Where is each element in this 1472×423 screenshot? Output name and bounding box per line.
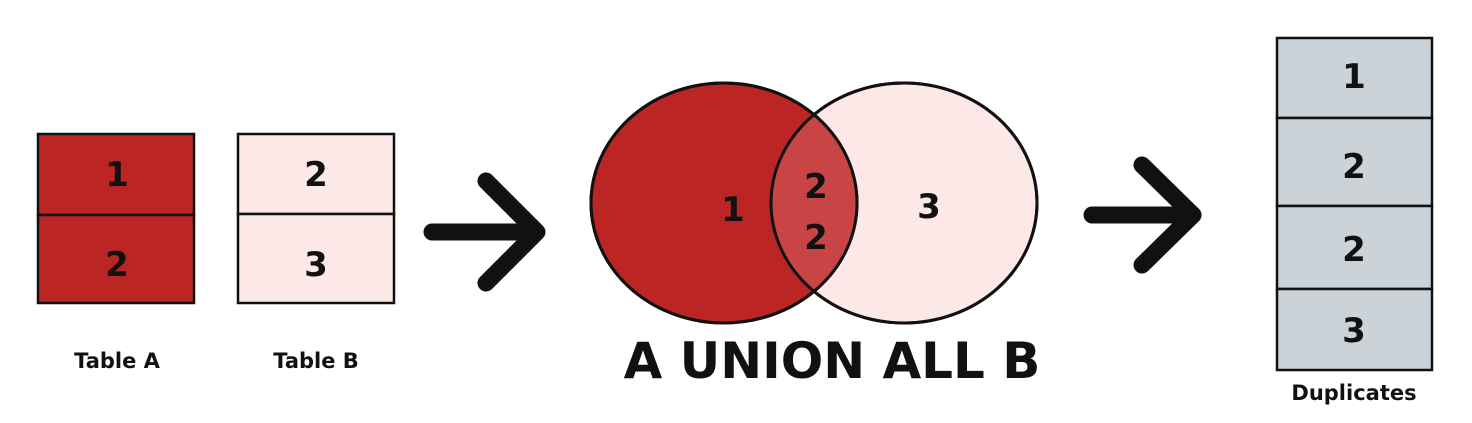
result-label: Duplicates	[1291, 381, 1416, 405]
arrow-right-icon	[1083, 156, 1202, 274]
result-row-2-cell	[1275, 116, 1434, 208]
table-a-row-1-value: 1	[105, 155, 129, 195]
result-table: 1 2 2 3 Duplicates	[1275, 36, 1434, 405]
result-row-4-value: 3	[1342, 311, 1366, 351]
venn-circle-a-outline	[589, 81, 859, 325]
venn-circle-b-outline	[769, 81, 1039, 325]
table-b: 2 3 Table B	[236, 132, 396, 373]
table-a: 1 2 Table A	[36, 132, 196, 373]
table-b-row-1-value: 2	[304, 155, 328, 195]
result-row-1-cell	[1275, 36, 1434, 120]
venn-right-value: 3	[917, 187, 941, 227]
table-b-row-2-cell	[236, 212, 396, 305]
table-a-label: Table A	[74, 349, 161, 373]
result-row-3-cell	[1275, 204, 1434, 291]
venn-overlap-value-2: 2	[804, 218, 828, 258]
venn-caption: A UNION ALL B	[624, 332, 1041, 390]
table-a-row-1-cell	[36, 132, 196, 217]
result-row-1-value: 1	[1342, 57, 1366, 97]
result-row-3-value: 2	[1342, 230, 1366, 270]
table-a-row-2-value: 2	[105, 245, 129, 285]
venn-diagram: 1 2 2 3 A UNION ALL B	[589, 81, 1041, 390]
result-row-4-cell	[1275, 287, 1434, 372]
venn-overlap-value-1: 2	[804, 167, 828, 207]
venn-left-value: 1	[721, 190, 745, 230]
table-b-row-2-value: 3	[304, 245, 328, 285]
arrow-right-icon	[423, 172, 546, 292]
table-a-row-2-cell	[36, 213, 196, 305]
table-b-label: Table B	[273, 349, 359, 373]
result-row-2-value: 2	[1342, 147, 1366, 187]
